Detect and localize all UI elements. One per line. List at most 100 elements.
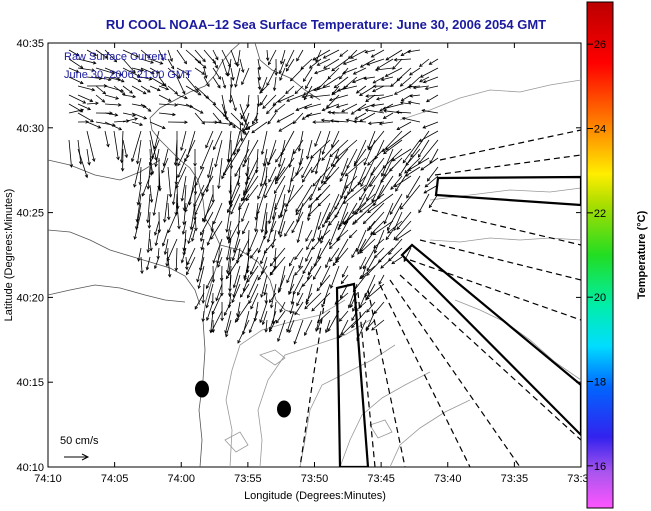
current-vector-head	[177, 174, 181, 179]
current-vector	[364, 76, 376, 80]
current-vector-head	[165, 263, 169, 267]
current-vector-head	[257, 66, 262, 71]
current-vector	[343, 58, 358, 65]
current-vector-head	[366, 62, 371, 66]
current-vector	[248, 229, 259, 252]
current-vector-head	[366, 309, 370, 313]
current-vector	[203, 193, 214, 223]
current-vector-head	[137, 258, 141, 262]
current-vector-head	[277, 338, 281, 342]
current-vector-head	[154, 265, 158, 270]
current-vector	[366, 301, 376, 313]
current-vector	[380, 256, 394, 269]
current-vector-head	[312, 183, 316, 187]
current-vector-head	[257, 249, 261, 254]
current-vector-head	[302, 78, 307, 82]
current-vector-head	[169, 58, 173, 62]
current-vector	[157, 247, 160, 259]
current-vector	[296, 292, 304, 306]
current-vector-head	[140, 270, 144, 275]
current-vector-head	[329, 245, 333, 250]
current-vector	[200, 211, 214, 236]
current-vector-head	[286, 279, 290, 284]
current-vector-head	[210, 236, 214, 240]
current-vector-head	[296, 57, 300, 62]
current-vector-head	[280, 152, 284, 156]
scale-arrow	[64, 453, 90, 461]
current-vector-head	[278, 128, 283, 132]
current-vector	[232, 238, 241, 261]
current-vector	[140, 76, 152, 80]
current-vector	[77, 112, 94, 123]
current-vector	[95, 67, 115, 74]
current-vector	[269, 247, 286, 267]
current-vector-head	[139, 122, 144, 127]
current-vector-head	[378, 121, 383, 126]
current-vector-head	[89, 98, 94, 103]
current-vector	[300, 58, 313, 70]
current-vector-head	[182, 247, 186, 252]
current-vector-head	[383, 220, 387, 225]
current-vector	[330, 265, 340, 289]
current-vector	[95, 49, 108, 59]
current-vector	[313, 85, 331, 91]
current-vector-head	[202, 64, 207, 69]
current-vector	[314, 247, 322, 267]
current-vector-head	[295, 107, 300, 112]
current-vector	[392, 58, 403, 70]
current-vector	[360, 229, 376, 252]
current-vector	[329, 238, 340, 249]
current-vector	[381, 76, 394, 81]
current-vector	[247, 229, 250, 256]
current-vector-head	[191, 238, 195, 242]
current-vector-head	[285, 90, 289, 95]
current-vector-head	[385, 147, 389, 151]
current-vector-head	[236, 317, 240, 322]
current-vector	[230, 193, 241, 215]
current-vector	[374, 229, 385, 254]
current-vector	[260, 94, 268, 106]
current-vector-head	[304, 305, 308, 310]
current-vector-head	[367, 162, 371, 166]
current-vector	[239, 112, 250, 130]
current-vector	[355, 301, 367, 312]
current-vector-head	[116, 156, 120, 161]
current-vector	[306, 139, 313, 159]
current-vector	[375, 67, 394, 71]
current-vector-head	[341, 109, 345, 113]
current-vector	[133, 157, 142, 188]
current-vector-head	[357, 107, 361, 112]
current-vector	[352, 193, 376, 214]
current-vector	[206, 301, 214, 321]
current-vector-head	[312, 120, 316, 124]
current-vector-head	[205, 144, 209, 149]
current-vector	[334, 76, 349, 89]
current-vector-head	[259, 90, 263, 94]
current-vector-head	[399, 101, 404, 105]
current-vector	[285, 49, 295, 67]
radial-wedge-outlines	[335, 175, 581, 467]
current-vector	[249, 310, 259, 333]
current-vector-head	[422, 125, 427, 129]
current-vector	[329, 94, 349, 101]
current-vector	[309, 175, 322, 201]
current-vector-head	[329, 153, 333, 158]
current-vector-head	[360, 183, 364, 188]
current-vector	[122, 139, 128, 158]
current-vector-head	[242, 129, 246, 134]
current-vector	[167, 211, 178, 233]
current-vector	[311, 157, 322, 173]
current-vector-head	[406, 194, 410, 199]
current-vector	[294, 247, 304, 260]
current-vector-head	[285, 63, 289, 68]
current-vector	[167, 58, 175, 70]
current-vector	[404, 157, 421, 174]
current-vector	[131, 85, 147, 95]
current-vector-head	[305, 85, 309, 90]
current-vector-head	[273, 190, 278, 195]
current-vector	[293, 139, 304, 154]
current-vector-head	[257, 195, 261, 200]
current-vector-head	[118, 72, 123, 76]
current-vector	[278, 274, 286, 293]
current-vector-head	[407, 167, 412, 171]
